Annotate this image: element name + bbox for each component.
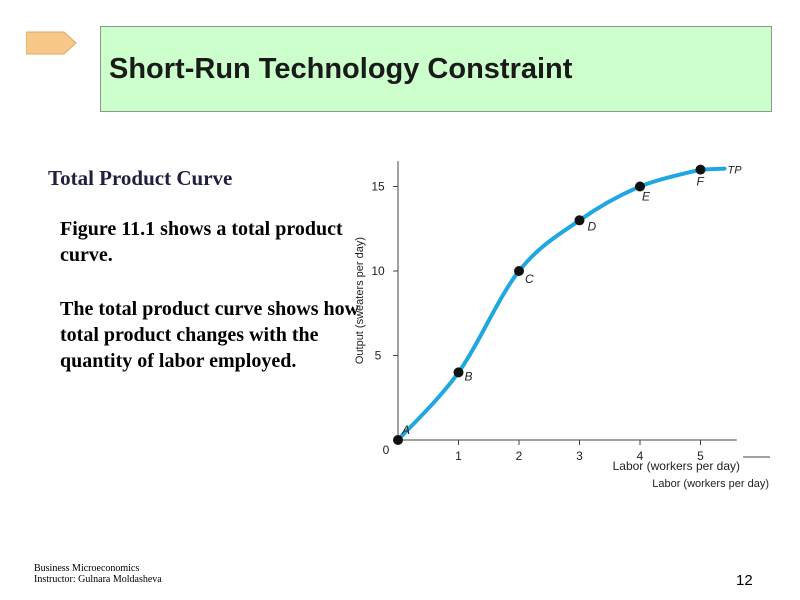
total-product-curve xyxy=(396,166,727,442)
point-label-c: C xyxy=(525,272,534,286)
slide-logo-icon xyxy=(26,31,77,55)
data-point-f xyxy=(695,164,706,175)
point-label-a: A xyxy=(401,423,410,437)
data-point-c xyxy=(514,266,524,276)
data-point-d xyxy=(574,215,585,226)
point-label-b: B xyxy=(465,369,473,383)
x-tick-label: 1 xyxy=(455,449,462,463)
x-tick-label: 5 xyxy=(697,449,704,463)
y-axis-label: Output (sweaters per day) xyxy=(354,237,366,364)
paragraph-figure-reference: Figure 11.1 shows a total product curve. xyxy=(60,218,343,266)
footer: Business Microeconomics Instructor: Guln… xyxy=(34,563,162,585)
point-label-d: D xyxy=(588,219,597,233)
data-point-a xyxy=(393,435,403,445)
data-point-e xyxy=(635,181,645,192)
section-heading: Total Product Curve xyxy=(48,166,233,190)
x-axis-label-secondary: Labor (workers per day) xyxy=(652,478,769,490)
x-tick-label: 3 xyxy=(576,449,583,463)
x-tick-label: 4 xyxy=(637,449,644,463)
total-product-chart: 1 2 3 4 5 5 10 15 0 Output (sweaters per day) Labo… xyxy=(354,161,770,490)
y-tick-label: 15 xyxy=(371,180,385,194)
point-label-f: F xyxy=(697,175,705,189)
y-tick-label: 10 xyxy=(371,264,385,278)
data-point-b xyxy=(453,367,464,378)
x-tick-label: 2 xyxy=(516,449,523,463)
slide-title: Short-Run Technology Constraint xyxy=(109,53,573,85)
x-axis-label: Labor (workers per day) xyxy=(613,459,740,473)
point-label-e: E xyxy=(642,190,651,204)
title-box: Short-Run Technology Constraint xyxy=(100,26,772,112)
footer-instructor: Instructor: Gulnara Moldasheva xyxy=(34,574,162,585)
origin-label: 0 xyxy=(383,443,390,457)
y-tick-label: 5 xyxy=(375,349,382,363)
series-label-tp: TP xyxy=(728,165,743,177)
page-number: 12 xyxy=(736,572,753,589)
footer-course: Business Microeconomics xyxy=(34,563,140,574)
paragraph-explanation: The total product curve shows how total … xyxy=(60,298,360,372)
